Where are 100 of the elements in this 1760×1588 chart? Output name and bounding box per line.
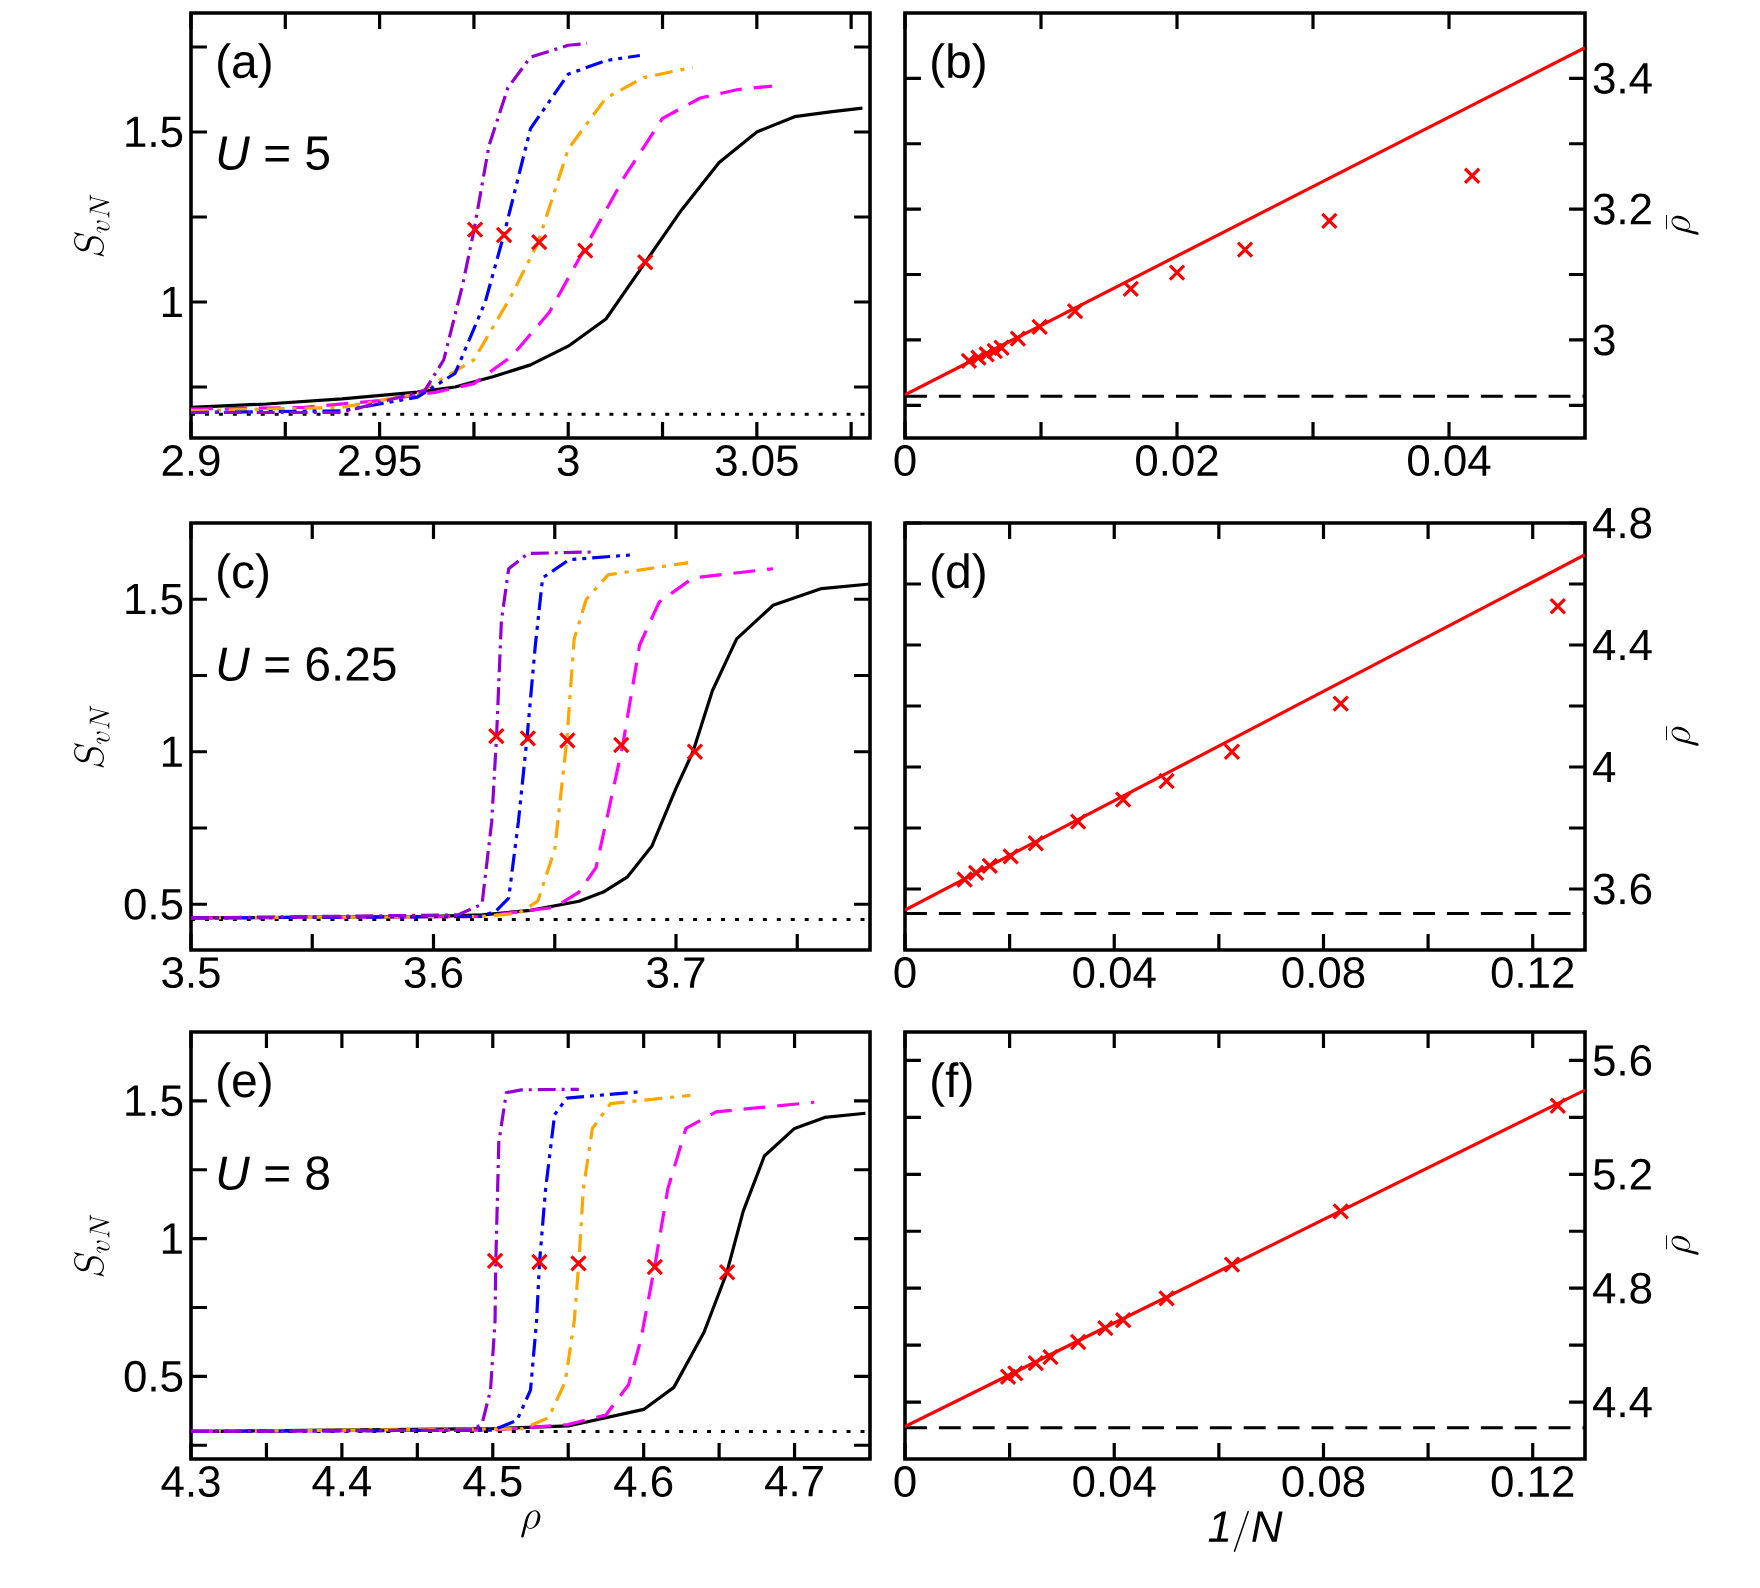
point [1168, 263, 1186, 282]
annotation: (f) [932, 1062, 972, 1107]
point [1114, 1311, 1132, 1329]
x-tick-label: 0 [894, 445, 916, 477]
x-tick-label: 0.04 [1073, 957, 1156, 989]
point [1009, 329, 1027, 348]
point [569, 1254, 588, 1273]
x-tick-label: 4.5 [463, 1466, 522, 1497]
x-tick-label: 4.3 [161, 1466, 220, 1498]
point [1223, 1255, 1241, 1274]
point [1157, 772, 1176, 790]
y-tick-label: 1.5 [126, 1085, 183, 1117]
y2-tick-label: 5.6 [1593, 1044, 1652, 1076]
annotation: U = 8 [218, 1156, 329, 1191]
point [495, 226, 513, 244]
y2-tick-label: 4.8 [1593, 507, 1652, 539]
y2-tick-label: 5.2 [1593, 1158, 1651, 1190]
point [486, 1252, 504, 1270]
x-tick-label: 3.5 [162, 957, 220, 989]
point [1027, 834, 1045, 852]
y2-tick-label: 3 [1593, 324, 1615, 356]
point [1096, 1319, 1114, 1337]
x-tick-label: 4.6 [614, 1466, 673, 1498]
x-tick-label: 0.08 [1282, 1466, 1365, 1498]
y-axis-title: $S_{vN}$ [74, 194, 110, 257]
point [1236, 241, 1254, 259]
x-axis-title: $\rho$ [521, 1510, 541, 1538]
x-tick-label: 0 [894, 957, 916, 989]
y2-tick-label: 3.2 [1593, 193, 1651, 225]
y2-axis-title: $\bar{\rho}$ [1666, 1235, 1699, 1255]
x-tick-label: 0.08 [1282, 957, 1365, 989]
point [530, 233, 548, 251]
y-tick-label: 0.5 [124, 1360, 183, 1392]
y2-tick-label: 3.4 [1593, 62, 1652, 94]
y2-tick-label: 4.8 [1593, 1272, 1652, 1304]
y2-tick-label: 4 [1593, 751, 1616, 783]
x-tick-label: 3.6 [404, 957, 463, 989]
x-axis-title: $\mathit{1/N}$ [1208, 1510, 1283, 1552]
point [646, 1258, 664, 1276]
x-tick-label: 2.95 [339, 445, 421, 477]
x-tick-label: 0.12 [1491, 957, 1574, 989]
point [977, 345, 996, 363]
annotation: (e) [218, 1062, 271, 1107]
point [1069, 812, 1087, 831]
point [530, 1253, 549, 1271]
y-tick-label: 1.5 [126, 583, 183, 615]
annotation: (c) [218, 553, 268, 598]
x-tick-label: 4.7 [765, 1466, 823, 1497]
point [1463, 167, 1481, 185]
x-tick-label: 0.04 [1073, 1466, 1156, 1498]
point [986, 342, 1004, 360]
point [1320, 212, 1338, 230]
x-tick-label: 0.04 [1408, 445, 1491, 477]
y-axis-title: $S_{vN}$ [74, 705, 110, 768]
point [1006, 1364, 1025, 1382]
y2-axis-title: $\bar{\rho}$ [1666, 215, 1699, 235]
annotation: (d) [932, 553, 985, 598]
point [960, 352, 978, 370]
point [1549, 1097, 1567, 1115]
annotation: U = 5 [218, 136, 329, 170]
y-tick-label: 1 [162, 1223, 182, 1254]
x-tick-label: 0.02 [1136, 445, 1218, 477]
point [1122, 280, 1140, 298]
y2-tick-label: 4.4 [1593, 629, 1652, 661]
x-tick-label: 4.4 [312, 1466, 372, 1497]
point [1157, 1289, 1176, 1308]
point [1549, 597, 1567, 615]
y2-tick-label: 4.4 [1593, 1386, 1652, 1418]
x-tick-label: 3.7 [647, 957, 705, 989]
point [1332, 1202, 1350, 1220]
point [999, 1368, 1017, 1386]
y-axis-title: $S_{vN}$ [74, 1214, 110, 1277]
point [636, 253, 654, 271]
point [576, 242, 594, 260]
y-tick-label: 1 [162, 286, 182, 318]
point [1069, 1333, 1087, 1351]
x-tick-label: 0 [894, 1466, 916, 1498]
annotation: U = 6.25 [218, 647, 396, 682]
x-tick-label: 3.05 [715, 445, 798, 477]
y-tick-label: 0.5 [124, 888, 183, 920]
annotation: (b) [932, 43, 985, 88]
y2-tick-label: 3.6 [1593, 873, 1652, 905]
annotation: (a) [218, 43, 271, 88]
point [718, 1263, 736, 1281]
point [981, 857, 999, 875]
point [1114, 790, 1132, 809]
x-tick-label: 3 [557, 445, 579, 477]
point [1027, 1354, 1045, 1372]
point [992, 339, 1011, 357]
point [955, 870, 974, 889]
point [1332, 694, 1350, 713]
x-tick-label: 2.9 [162, 445, 220, 477]
point [466, 220, 484, 239]
y-tick-label: 1.5 [126, 116, 183, 148]
point [1066, 302, 1084, 320]
point [1041, 1348, 1060, 1366]
y-tick-label: 1 [162, 736, 182, 767]
y2-axis-title: $\bar{\rho}$ [1666, 726, 1699, 746]
x-tick-label: 0.12 [1491, 1466, 1574, 1498]
point [1223, 743, 1241, 761]
